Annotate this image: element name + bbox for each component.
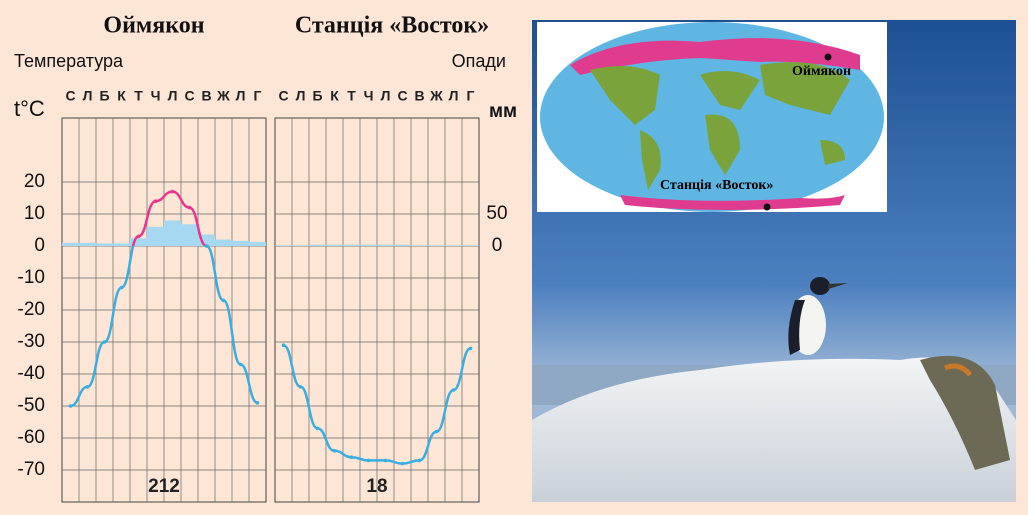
precip-bar [181,224,198,246]
month-label: Л [296,88,306,104]
month-label: К [117,88,126,104]
temperature-point [102,340,107,344]
precip-bar [360,244,377,246]
temperature-point [349,455,354,460]
temperature-point [383,458,388,463]
temperature-point [221,298,226,303]
temperature-point [170,189,175,194]
precip-bar [232,240,249,246]
temperature-point [68,404,73,408]
y-tick-label: -60 [18,427,45,448]
precip-bar [343,244,360,246]
temperature-point [332,449,337,453]
precip-bar [445,245,462,246]
precip-bar [428,245,445,246]
month-label: Ч [151,88,161,104]
month-label: Л [236,88,246,104]
temperature-point [281,343,286,348]
y-tick-label: -20 [18,299,45,320]
temperature-point [187,205,192,210]
month-label: Г [467,88,475,104]
precip-bar [79,242,96,246]
temperature-point [136,234,141,239]
temperature-point [451,388,456,392]
temperature-point [255,401,260,405]
temperature-point [315,426,320,431]
precip-bar [292,245,309,246]
y-tick-label: -10 [18,267,45,288]
month-label: С [65,88,75,104]
temperature-point [238,362,243,367]
precip-bar [249,242,266,246]
month-label: Л [381,88,391,104]
temperature-point [417,458,422,463]
annotation: 212 [148,476,180,497]
temperature-line [282,343,472,465]
precip-bar [326,244,343,246]
y2-tick-label: 0 [492,235,503,256]
month-label: К [330,88,339,104]
chart-title: Станція «Восток» [295,13,489,39]
map-label: Оймякон [792,64,851,79]
temperature-point [204,244,209,248]
y-tick-label: -40 [18,363,45,384]
month-label: Б [99,88,109,104]
precip-bar [394,244,411,246]
precip-bar [215,239,232,246]
y-axis-label: t°C [14,96,45,121]
y-tick-label: -50 [18,395,45,416]
chart-title: Оймякон [103,13,204,39]
temperature-point [366,458,371,463]
y2-axis-label: мм [489,101,517,122]
month-label: Л [449,88,459,104]
map-label: Станція «Восток» [660,178,773,193]
month-label: Т [134,88,143,104]
precip-bar [164,220,181,246]
temperature-point [85,385,90,389]
temperature-point [153,199,158,203]
month-label: Ч [364,88,374,104]
temperature-point [400,461,405,466]
y-tick-label: 20 [24,171,45,192]
month-label: С [278,88,288,104]
precip-bar [198,234,215,246]
month-label: В [414,88,424,104]
axis-caption: Температура [14,51,124,71]
precip-bar [309,244,326,246]
temperature-point [468,346,473,351]
charts: С Л Б К Т Ч Л С В Ж Л Г-70-60-50-40-30-20-1001020Ой… [14,13,517,503]
month-label: Ж [429,88,443,104]
y2-tick-label: 50 [486,203,507,224]
temperature-point [298,385,303,389]
precip-bar [377,244,394,246]
month-label: Б [312,88,322,104]
month-label: С [397,88,407,104]
month-label: Ж [216,88,230,104]
month-label: В [201,88,211,104]
precip-bar [130,238,147,246]
precip-bar [275,245,292,246]
precip-bar [62,242,79,246]
precip-bar [411,245,428,246]
y-tick-label: -70 [18,459,45,480]
month-label: Л [168,88,178,104]
month-label: С [184,88,194,104]
precip-bar [113,243,130,246]
month-label: Л [83,88,93,104]
map: Оймякон Станція «Восток» [537,22,887,212]
annotation: 18 [366,476,387,497]
temperature-point [434,429,439,434]
precip-bar [96,243,113,246]
y-tick-label: 10 [24,203,45,224]
precip-bar [147,226,164,246]
precip-bar [462,245,479,246]
month-label: Г [254,88,262,104]
y-tick-label: 0 [34,235,45,256]
axis-caption: Опади [452,51,506,71]
month-label: Т [347,88,356,104]
temperature-point [119,285,124,290]
y-tick-label: -30 [18,331,45,352]
